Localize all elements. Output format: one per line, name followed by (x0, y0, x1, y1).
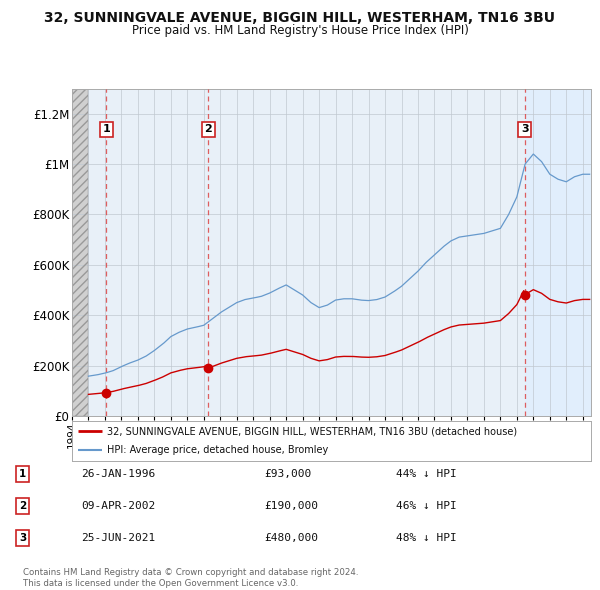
Text: 46% ↓ HPI: 46% ↓ HPI (396, 502, 457, 511)
Text: 44% ↓ HPI: 44% ↓ HPI (396, 470, 457, 479)
Text: 48% ↓ HPI: 48% ↓ HPI (396, 533, 457, 543)
Text: £93,000: £93,000 (264, 470, 311, 479)
Text: 32, SUNNINGVALE AVENUE, BIGGIN HILL, WESTERHAM, TN16 3BU: 32, SUNNINGVALE AVENUE, BIGGIN HILL, WES… (44, 11, 556, 25)
Text: 32, SUNNINGVALE AVENUE, BIGGIN HILL, WESTERHAM, TN16 3BU (detached house): 32, SUNNINGVALE AVENUE, BIGGIN HILL, WES… (107, 427, 517, 436)
Text: 09-APR-2002: 09-APR-2002 (81, 502, 155, 511)
Text: 2: 2 (205, 124, 212, 135)
Text: Price paid vs. HM Land Registry's House Price Index (HPI): Price paid vs. HM Land Registry's House … (131, 24, 469, 37)
Text: 1: 1 (19, 470, 26, 479)
Text: 25-JUN-2021: 25-JUN-2021 (81, 533, 155, 543)
Bar (72, 88, 88, 416)
Text: £190,000: £190,000 (264, 502, 318, 511)
Text: 3: 3 (19, 533, 26, 543)
Text: HPI: Average price, detached house, Bromley: HPI: Average price, detached house, Brom… (107, 445, 329, 455)
Text: 3: 3 (521, 124, 529, 135)
Bar (525, 88, 591, 416)
Text: 26-JAN-1996: 26-JAN-1996 (81, 470, 155, 479)
Text: 1: 1 (102, 124, 110, 135)
Text: £480,000: £480,000 (264, 533, 318, 543)
Text: 2: 2 (19, 502, 26, 511)
Bar (72, 88, 88, 416)
Text: Contains HM Land Registry data © Crown copyright and database right 2024.
This d: Contains HM Land Registry data © Crown c… (23, 568, 358, 588)
